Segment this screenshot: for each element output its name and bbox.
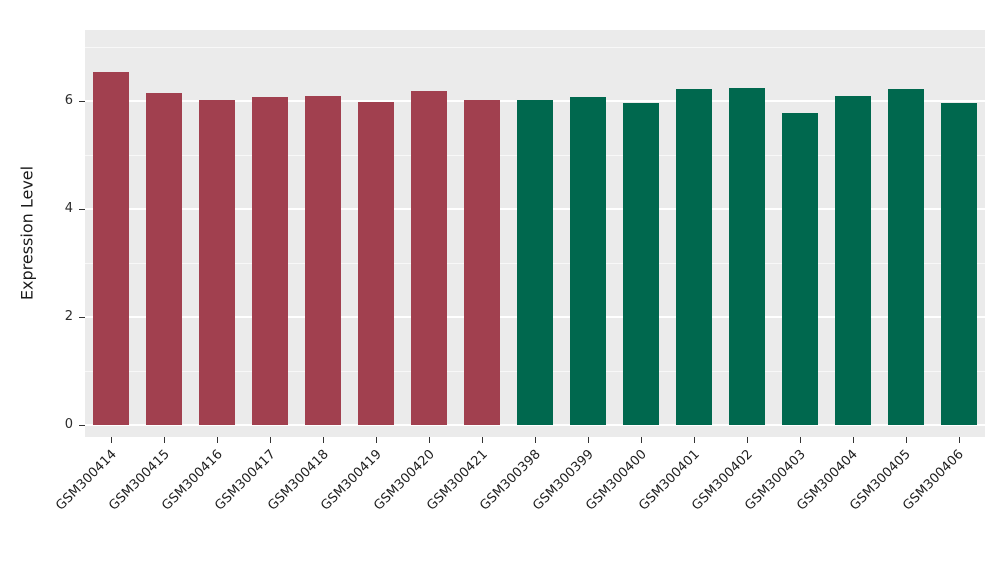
y-tick-mark <box>79 317 85 318</box>
bar <box>517 99 553 425</box>
plot-panel <box>85 30 985 437</box>
x-tick-mark <box>376 437 378 443</box>
bar <box>622 102 659 425</box>
x-tick-mark <box>693 437 695 443</box>
bar <box>305 95 342 425</box>
bar <box>781 112 818 425</box>
bar <box>940 103 977 425</box>
x-tick-mark <box>905 437 907 443</box>
y-axis-title: Expression Level <box>17 165 37 301</box>
y-tick-label: 6 <box>64 93 73 108</box>
x-tick-mark <box>958 437 960 443</box>
y-tick-label: 0 <box>64 417 73 432</box>
x-tick-mark <box>799 437 801 443</box>
bar <box>834 96 871 425</box>
bar <box>252 97 289 425</box>
bar <box>675 89 712 425</box>
bar <box>146 92 183 425</box>
x-tick-mark <box>164 437 166 443</box>
y-tick-label: 4 <box>64 201 73 216</box>
x-tick-mark <box>111 437 113 443</box>
bar <box>358 102 395 425</box>
y-tick-mark <box>79 101 85 102</box>
x-tick-mark <box>852 437 854 443</box>
y-tick-label: 2 <box>64 309 73 324</box>
x-tick-mark <box>482 437 484 443</box>
x-tick-mark <box>640 437 642 443</box>
minor-gridline <box>85 47 985 48</box>
x-tick-mark <box>217 437 219 443</box>
y-tick-mark <box>79 209 85 210</box>
bar <box>411 90 448 425</box>
x-tick-mark <box>535 437 536 443</box>
bar <box>887 89 924 425</box>
x-tick-mark <box>746 437 748 443</box>
x-tick-mark <box>587 437 589 443</box>
bar <box>199 99 236 425</box>
bar <box>728 88 765 425</box>
x-tick-mark <box>323 437 325 443</box>
bar <box>93 71 130 425</box>
major-gridline <box>85 424 985 426</box>
bar <box>464 100 501 425</box>
bar <box>569 97 606 425</box>
x-tick-mark <box>429 437 431 443</box>
x-tick-mark <box>270 437 272 443</box>
y-tick-mark <box>79 425 85 426</box>
